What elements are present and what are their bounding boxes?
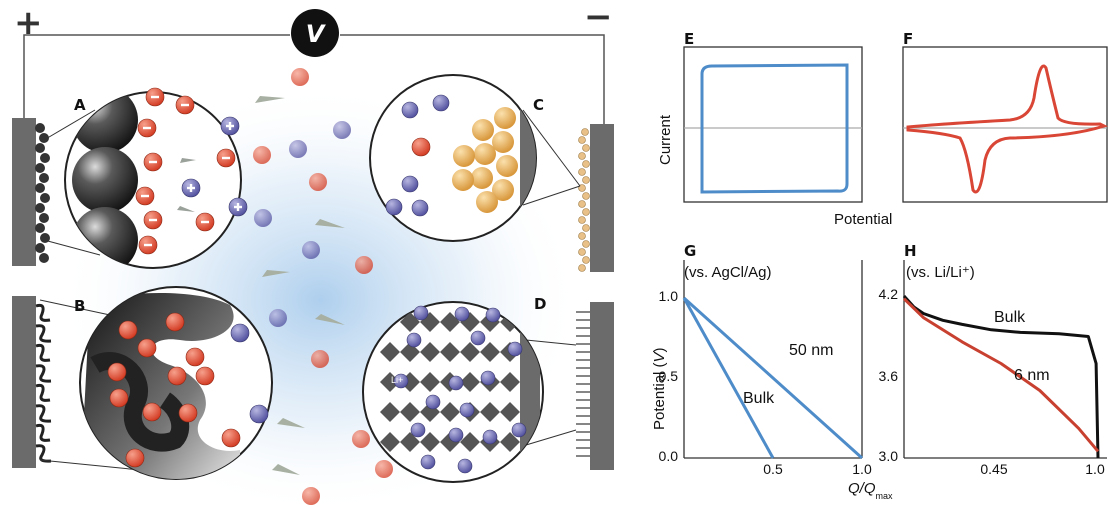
gold-nanoparticles (452, 107, 518, 213)
chart-h-xtick-1: 1.0 (1085, 461, 1105, 477)
panel-label-c: C (533, 96, 544, 114)
chart-g-ytick-1: 1.0 (659, 288, 679, 304)
chart-g-reference: (vs. AgCl/Ag) (684, 264, 772, 281)
chart-g-xtick-05: 0.5 (763, 461, 783, 477)
electrode-negative-top (590, 124, 614, 272)
current-axis-label: Current (657, 114, 674, 165)
chart-g-series (682, 296, 864, 460)
free-ions (253, 68, 393, 505)
chart-g-line-bulk (682, 297, 775, 459)
electrode-positive-bottom (12, 296, 36, 468)
chart-g-label: G (684, 242, 696, 260)
chart-h-line-6-nm (902, 297, 1100, 453)
chart-e-label: E (684, 30, 694, 48)
chart-panel-h: H (vs. Li/Li⁺) 4.2 3.6 3.0 0.45 1.0 Bulk… (879, 242, 1107, 477)
potential-v-axis-label: Potential (V) (651, 347, 668, 430)
chart-g-xtick-1: 1.0 (852, 461, 872, 477)
electrode-positive-top-particles (35, 123, 50, 263)
chart-h-ytick-36: 3.6 (879, 368, 899, 384)
potential-axis-label: Potential (834, 211, 892, 228)
chart-h-annotation-6nm: 6 nm (1014, 367, 1050, 384)
chart-h-ytick-30: 3.0 (879, 448, 899, 464)
chart-f-frame (902, 46, 1108, 203)
panel-label-b: B (74, 297, 85, 315)
electrode-negative-top-particles (578, 128, 590, 272)
ion-motion-arrows (255, 96, 345, 475)
chart-h-line-bulk (902, 294, 1100, 459)
chart-h-ytick-42: 4.2 (879, 286, 899, 302)
electrode-positive-bottom-fibers (35, 303, 52, 463)
chart-panel-g: G (vs. AgCl/Ag) 1.0 0.5 0.0 0.5 1.0 50 n… (659, 242, 872, 477)
chart-f-cv-curve (906, 64, 1108, 194)
negative-terminal-label: − (584, 0, 613, 37)
porous-carbon (80, 293, 240, 479)
chart-h-label: H (904, 242, 917, 260)
voltmeter: V (291, 9, 339, 57)
negative-terminal: − (584, 0, 613, 37)
chart-g-line-50-nm (682, 296, 864, 460)
chart-panel-f: F (902, 30, 1108, 203)
zoom-panel-d: Li+ D (362, 295, 546, 483)
zoom-panel-a: A (64, 87, 248, 269)
chart-g-annotation-50nm: 50 nm (789, 342, 833, 359)
chart-h-annotation-bulk: Bulk (994, 309, 1026, 326)
shared-x-axis-label: Q/Qmax (848, 480, 893, 501)
chart-h-reference: (vs. Li/Li⁺) (906, 264, 975, 281)
zoom-panel-b: B (74, 286, 273, 480)
electrode-negative-bottom-bristles (576, 311, 590, 457)
li-ion-label: Li+ (391, 375, 403, 385)
chart-f-label: F (903, 30, 913, 48)
voltmeter-circle (291, 9, 339, 57)
chart-h-series (902, 294, 1100, 459)
zoom-callout-lines (39, 109, 581, 471)
chart-panel-e: E (683, 30, 863, 203)
chart-g-annotation-bulk: Bulk (743, 390, 775, 407)
electrode-negative-bottom (590, 302, 614, 470)
ions-b (107, 312, 269, 468)
positive-terminal: + (14, 3, 43, 43)
panel-label-a: A (74, 96, 86, 114)
chart-g-ytick-0: 0.0 (659, 448, 679, 464)
electrode-positive-top (12, 118, 36, 266)
supercapacitor-diagram: + − V (12, 0, 614, 507)
panel-label-d: D (534, 295, 546, 313)
positive-terminal-label: + (14, 3, 43, 43)
ions-c (385, 94, 450, 217)
li-ions (393, 305, 527, 474)
chart-h-xtick-045: 0.45 (980, 461, 1007, 477)
chart-e-cv-curve (700, 63, 849, 194)
external-circuit (23, 34, 605, 124)
chart-g-ytick-05: 0.5 (659, 368, 679, 384)
chart-e-frame (683, 46, 863, 203)
voltmeter-label: V (306, 20, 327, 48)
